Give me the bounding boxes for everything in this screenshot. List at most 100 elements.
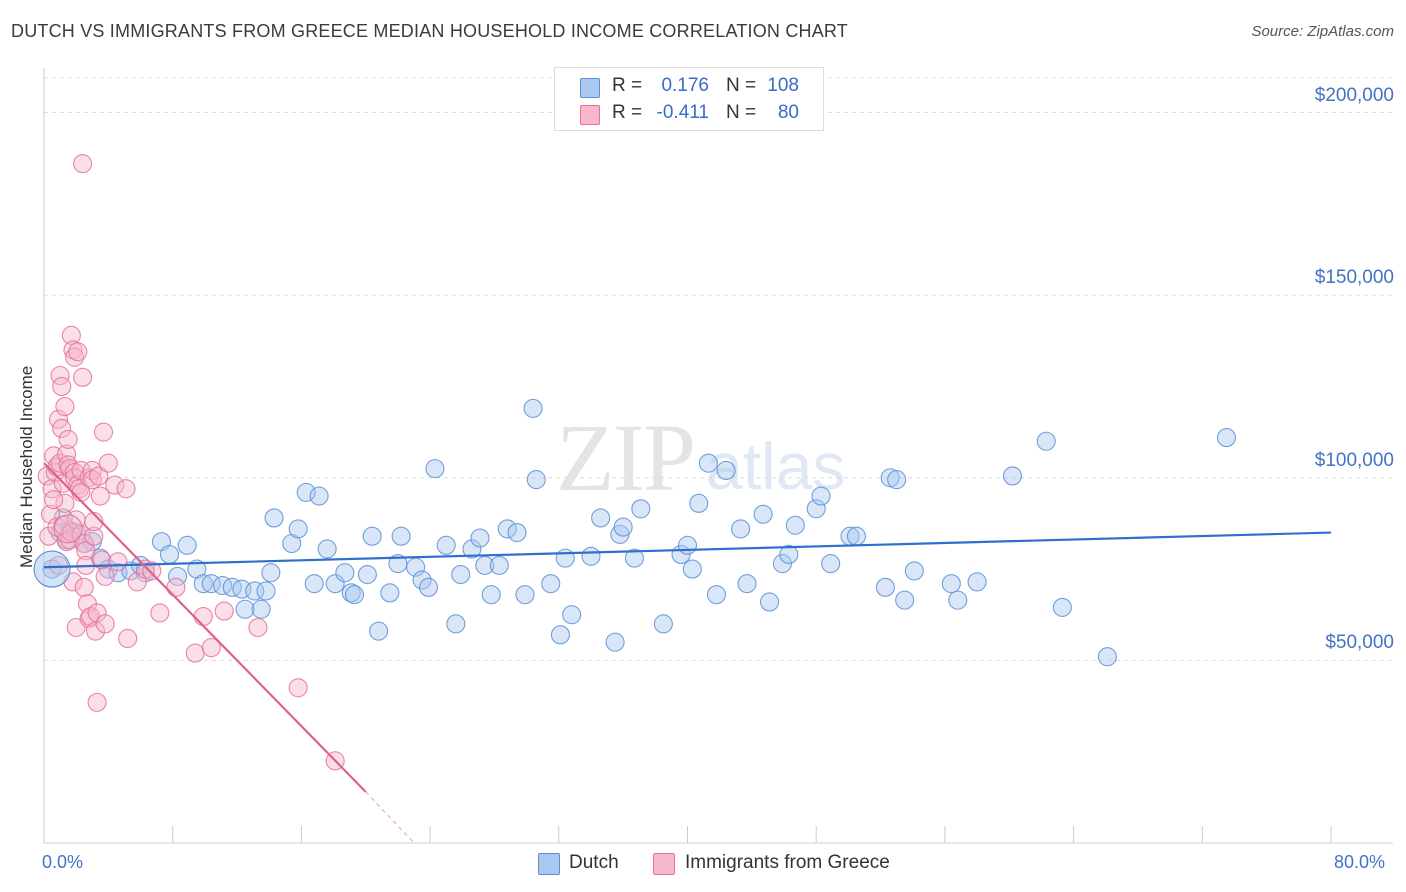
greece-point	[93, 422, 114, 442]
dutch-point	[159, 544, 180, 565]
greece-trend-extension	[365, 791, 415, 844]
greece-point	[90, 486, 110, 506]
greece-point	[74, 577, 94, 597]
greece-point	[74, 533, 94, 554]
dutch-point	[380, 583, 400, 603]
greece-point	[248, 617, 268, 638]
grid-layer	[44, 77, 1393, 661]
dutch-point	[256, 581, 276, 601]
greece-point	[55, 396, 75, 417]
greece-point	[193, 607, 213, 627]
greece-point	[66, 617, 86, 638]
dutch-point	[1002, 466, 1023, 486]
greece-point	[60, 530, 80, 550]
chart-source: Source: ZipAtlas.com	[1251, 23, 1394, 40]
dutch-point	[304, 574, 324, 594]
dutch-point	[523, 398, 543, 418]
dutch-point	[391, 526, 411, 546]
dutch-point	[325, 574, 345, 594]
dutch-point	[779, 544, 799, 565]
y-tick-label: $50,000	[1325, 632, 1394, 654]
legend-swatch-dutch	[580, 78, 600, 98]
legend-row-dutch: R = 0.176 N = 108	[555, 74, 823, 100]
greece-point	[214, 601, 234, 621]
dutch-point	[296, 482, 316, 502]
axis-layer	[43, 68, 1393, 844]
legend-r-value: -0.411	[656, 102, 709, 123]
greece-point	[98, 453, 118, 473]
bottom-legend-swatch-greece	[653, 853, 675, 875]
dutch-point	[451, 564, 471, 585]
dutch-point	[362, 526, 382, 546]
y-tick-label: $100,000	[1314, 449, 1394, 471]
greece-point	[87, 603, 107, 623]
dutch-trend-line	[43, 531, 1332, 569]
dutch-point	[605, 632, 625, 652]
greece-point	[108, 552, 128, 572]
greece-point	[92, 550, 112, 570]
greece-point	[89, 466, 109, 486]
dutch-point	[245, 581, 265, 601]
dutch-point	[177, 535, 197, 555]
dutch-point	[436, 535, 456, 555]
dutch-point	[948, 590, 968, 610]
dutch-point	[550, 625, 570, 645]
dutch-point	[562, 605, 582, 625]
dutch-point	[706, 585, 727, 605]
dutch-point	[462, 539, 482, 559]
greece-point	[44, 490, 64, 510]
legend-r-label: R =	[612, 102, 643, 123]
chart-title: DUTCH VS IMMIGRANTS FROM GREECE MEDIAN H…	[11, 21, 848, 41]
dutch-point	[941, 574, 961, 594]
dutch-point	[731, 519, 751, 539]
dutch-point	[341, 583, 361, 603]
dutch-point	[887, 470, 907, 490]
greece-point	[52, 376, 72, 397]
dutch-point	[698, 453, 718, 473]
greece-point	[52, 418, 72, 439]
greece-point-large	[53, 514, 83, 544]
greece-point	[150, 603, 170, 623]
greece-point	[82, 470, 102, 490]
greece-point	[201, 638, 221, 658]
dutch-point	[507, 522, 527, 543]
dutch-point	[357, 564, 377, 585]
greece-point	[65, 347, 85, 367]
dutch-point	[222, 577, 242, 597]
greece-point	[116, 479, 136, 499]
dutch-point	[369, 621, 389, 641]
dutch-point	[261, 563, 281, 583]
greece-point	[95, 614, 115, 634]
greece-point	[118, 628, 138, 649]
dutch-point	[875, 577, 895, 597]
dutch-point	[737, 574, 757, 594]
legend-swatch-greece	[580, 105, 600, 125]
dutch-point	[412, 570, 432, 590]
dutch-point	[497, 519, 517, 539]
greece-point	[166, 577, 186, 597]
bottom-legend-label-dutch: Dutch	[569, 852, 619, 873]
dutch-point-large	[33, 550, 71, 588]
dutch-point	[591, 508, 611, 528]
dutch-point	[880, 468, 900, 488]
dutch-point	[526, 470, 546, 490]
greece-point	[95, 566, 115, 586]
dutch-point	[555, 548, 575, 568]
dutch-point	[1036, 431, 1056, 451]
dutch-point	[335, 563, 355, 583]
dutch-point	[121, 561, 141, 581]
dutch-point	[264, 508, 284, 528]
dutch-point	[515, 585, 535, 605]
dutch-point	[1052, 597, 1072, 617]
greece-point	[73, 154, 93, 174]
dutch-point	[193, 574, 213, 594]
legend-r-label: R =	[612, 75, 643, 96]
dutch-point	[541, 574, 561, 594]
dutch-point	[846, 526, 866, 546]
dutch-point	[689, 493, 709, 513]
trend-layer	[43, 462, 1332, 844]
legend-n-value: 108	[767, 75, 799, 96]
bottom-legend-label-greece: Immigrants from Greece	[685, 852, 890, 873]
dutch-point	[677, 535, 698, 555]
